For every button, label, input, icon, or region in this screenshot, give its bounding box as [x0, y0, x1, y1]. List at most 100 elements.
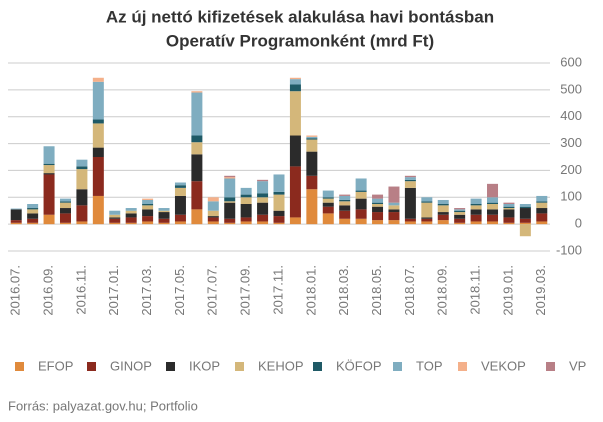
bar-segment	[404, 181, 416, 188]
legend-swatch	[458, 362, 467, 371]
legend-label: KÖFOP	[336, 358, 382, 373]
bar-segment	[404, 175, 416, 178]
x-tick-label: 2018.01.	[303, 265, 318, 316]
bar-segment	[372, 206, 384, 213]
bar-segment	[404, 221, 416, 225]
bar-segment	[519, 206, 531, 209]
bar-segment	[142, 205, 154, 210]
bar-segment	[59, 202, 71, 209]
bar-segment	[191, 181, 203, 210]
bar-segment	[372, 204, 384, 207]
bar-segment	[59, 201, 71, 203]
bar-segment	[207, 197, 219, 202]
bar-segment	[158, 212, 170, 219]
bar-segment	[76, 221, 88, 225]
bar-segment	[92, 157, 104, 196]
bar-segment	[224, 197, 236, 202]
bar-segment	[487, 204, 499, 210]
bar-segment	[339, 218, 351, 225]
bar-segment	[191, 142, 203, 155]
bar-segment	[306, 139, 318, 152]
bar-segment	[437, 205, 449, 213]
bar-segment	[27, 209, 39, 214]
bar-segment	[76, 169, 88, 190]
bar-segment	[224, 201, 236, 203]
x-tick-label: 2016.07.	[8, 265, 23, 316]
bar-segment	[43, 146, 55, 164]
bar-segment	[27, 208, 39, 210]
bar-segment	[454, 218, 466, 223]
bar-segment	[503, 208, 515, 210]
bar-segment	[388, 186, 400, 203]
bar-segment	[27, 222, 39, 225]
legend-swatch	[166, 362, 175, 371]
bar-segment	[322, 197, 334, 199]
x-tick-label: 2017.09.	[238, 265, 253, 316]
bar-segment	[470, 205, 482, 210]
bar-segment	[454, 208, 466, 210]
x-tick-label: 2018.11.	[468, 265, 483, 315]
legend-swatch	[235, 362, 244, 371]
bar-segment	[306, 136, 318, 139]
bar-segment	[207, 221, 219, 225]
bar-segment	[437, 220, 449, 225]
bar-segment	[519, 204, 531, 207]
bar-segment	[339, 201, 351, 206]
y-tick-label: 500	[560, 81, 582, 96]
bar-segment	[224, 218, 236, 223]
bar-segment	[519, 222, 531, 225]
bar-segment	[273, 210, 285, 217]
bar-segment	[289, 84, 301, 92]
bar-segment	[322, 213, 334, 225]
x-tick-label: 2019.03.	[533, 265, 548, 316]
bar-segment	[404, 218, 416, 222]
bar-segment	[536, 195, 548, 202]
bar-segment	[43, 214, 55, 225]
bar-segment	[289, 166, 301, 218]
bar-segment	[191, 154, 203, 182]
legend-swatch	[393, 362, 402, 371]
x-tick-label: 2018.07.	[402, 265, 417, 316]
bar-segment	[109, 217, 121, 219]
bar-segment	[174, 182, 186, 186]
bar-segment	[92, 81, 104, 120]
bar-segment	[372, 198, 384, 203]
bar-segment	[289, 135, 301, 167]
bar-segment	[306, 151, 318, 176]
bar-segment	[10, 209, 22, 221]
bar-segment	[27, 213, 39, 219]
bar-segment	[142, 204, 154, 206]
bar-segment	[322, 190, 334, 198]
bar-segment	[59, 222, 71, 225]
bar-segment	[339, 195, 351, 200]
bar-segment	[388, 212, 400, 221]
bar-segment	[339, 210, 351, 219]
y-tick-label: 200	[560, 162, 582, 177]
bar-segment	[240, 204, 252, 218]
x-tick-label: 2019.01.	[500, 265, 515, 316]
bar-segment	[470, 204, 482, 206]
bar-segment	[174, 221, 186, 225]
bar-segment	[503, 206, 515, 209]
bar-segment	[372, 194, 384, 199]
bar-segment	[142, 209, 154, 217]
bar-segment	[536, 208, 548, 214]
bar-segment	[388, 205, 400, 210]
bar-segment	[289, 79, 301, 85]
bar-segment	[503, 217, 515, 223]
bar-segment	[92, 119, 104, 124]
bar-segment	[322, 198, 334, 203]
bar-segment	[372, 202, 384, 204]
bar-segment	[306, 135, 318, 137]
bar-segment	[421, 217, 433, 219]
bar-segment	[355, 209, 367, 219]
bar-segment	[125, 208, 137, 211]
legend-label: TOP	[416, 358, 443, 373]
y-tick-label: 400	[560, 108, 582, 123]
bar-segment	[421, 202, 433, 218]
bar-segment	[503, 209, 515, 218]
x-tick-label: 2018.09.	[435, 265, 450, 316]
bar-segment	[355, 190, 367, 192]
y-tick-label: 0	[575, 216, 582, 231]
bar-segment	[454, 222, 466, 225]
